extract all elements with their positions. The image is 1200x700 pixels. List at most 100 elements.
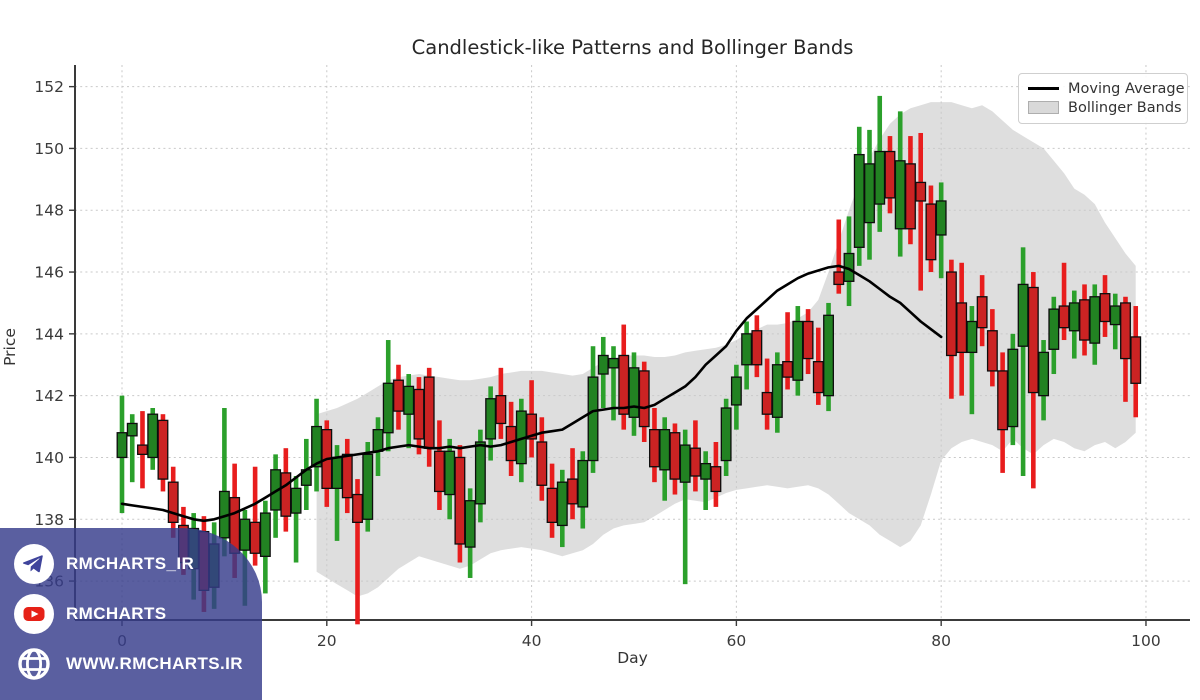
candle-body-up — [741, 333, 753, 366]
candle-wick — [918, 132, 923, 291]
candle-body-down — [413, 388, 425, 440]
candle-body-down — [423, 376, 435, 449]
candle-body-up — [1017, 283, 1029, 347]
candle-wick — [355, 479, 360, 625]
candle-body-down — [782, 361, 794, 378]
watermark-row-youtube: RMCHARTS — [0, 589, 262, 639]
legend-label: Moving Average — [1068, 80, 1185, 97]
y-tick-label: 138 — [34, 511, 64, 529]
candle-body-up — [1109, 305, 1121, 326]
candle-wick — [222, 408, 227, 557]
candle-body-down — [905, 163, 916, 230]
candle-wick — [129, 414, 135, 483]
moving-average-line — [120, 264, 943, 523]
candle-body-up — [362, 453, 374, 520]
candle-body-up — [126, 422, 138, 437]
candle-body-down — [1130, 336, 1142, 384]
y-tick-label: 152 — [34, 78, 64, 96]
candle-body-down — [986, 330, 998, 372]
candle-body-down — [1079, 299, 1090, 341]
candle-body-up — [874, 150, 886, 205]
candle-body-up — [864, 163, 875, 224]
candle-wick — [611, 346, 616, 421]
x-tick-label: 100 — [1131, 632, 1161, 650]
candle-body-up — [823, 314, 834, 397]
candle-body-down — [884, 150, 896, 199]
watermark-row-telegram: RMCHARTS_IR — [0, 539, 262, 589]
candle-body-down — [1058, 305, 1070, 329]
candle-body-up — [935, 200, 947, 236]
candle-body-up — [444, 450, 456, 496]
globe-icon — [14, 644, 54, 684]
candle-body-down — [802, 320, 814, 360]
candle-body-up — [290, 487, 302, 514]
candle-body-down — [1027, 286, 1039, 394]
candle-body-up — [556, 481, 568, 527]
youtube-handle: RMCHARTS — [66, 604, 167, 623]
chart-title: Candlestick-like Patterns and Bollinger … — [411, 36, 854, 59]
candle-body-down — [1120, 302, 1131, 360]
candle-body-up — [485, 398, 497, 440]
candle-body-up — [1048, 308, 1060, 350]
candle-body-down — [567, 478, 578, 505]
candle-body-up — [894, 160, 906, 230]
candle-body-up — [259, 512, 271, 557]
candle-body-up — [771, 364, 783, 418]
candle-body-up — [147, 413, 159, 459]
candle-body-up — [474, 441, 486, 505]
candle-body-down — [751, 330, 763, 366]
candle-wick — [836, 219, 842, 294]
candle-body-down — [526, 413, 538, 440]
y-tick-label: 142 — [34, 387, 64, 405]
y-tick-label: 148 — [34, 202, 64, 220]
telegram-icon — [14, 544, 54, 584]
candle-wick — [1020, 247, 1026, 476]
watermark-banner: RMCHARTS_IR RMCHARTS WWW.RM — [0, 528, 262, 700]
candle-body-up — [730, 376, 742, 406]
candle-body-up — [700, 462, 712, 480]
youtube-icon — [14, 594, 54, 634]
x-tick-label: 20 — [317, 632, 337, 650]
telegram-handle: RMCHARTS_IR — [66, 554, 195, 573]
candle-wick — [785, 312, 790, 390]
candle-body-down — [649, 428, 660, 468]
candle-body-down — [669, 432, 681, 480]
candle-body-up — [464, 500, 476, 548]
candle-body-up — [597, 354, 609, 375]
legend-item-bollinger-bands: Bollinger Bands — [1028, 98, 1182, 117]
candle-body-up — [1068, 302, 1080, 332]
x-tick-label: 80 — [931, 632, 951, 650]
candle-body-down — [925, 203, 937, 261]
candle-body-up — [659, 428, 671, 471]
candle-body-down — [945, 271, 957, 357]
candle-body-down — [536, 441, 548, 486]
candle-body-down — [1099, 293, 1111, 323]
candle-wick — [334, 445, 340, 541]
watermark-row-website: WWW.RMCHARTS.IR — [0, 639, 262, 689]
y-tick-label: 146 — [34, 264, 64, 282]
candle-body-down — [454, 456, 466, 545]
candle-body-up — [372, 428, 384, 452]
candle-body-down — [546, 487, 558, 523]
candle-body-down — [495, 395, 507, 425]
candle-body-up — [116, 432, 128, 459]
candle-body-up — [403, 385, 415, 415]
candle-wick — [252, 466, 258, 566]
candle-body-down — [280, 472, 292, 517]
candle-body-up — [628, 367, 640, 418]
candle-body-up — [853, 153, 865, 248]
y-tick-label: 140 — [34, 449, 64, 467]
candle-body-up — [382, 382, 394, 434]
legend: Moving Average Bollinger Bands — [1018, 73, 1188, 124]
y-tick-label: 144 — [34, 325, 64, 343]
candle-body-down — [352, 493, 363, 523]
moving-average-line-swatch — [1028, 86, 1059, 91]
candle-body-up — [608, 357, 619, 369]
x-tick-label: 60 — [727, 632, 747, 650]
candle-body-up — [577, 459, 589, 508]
candle-body-down — [157, 419, 169, 480]
y-tick-label: 150 — [34, 140, 64, 158]
candle-body-down — [956, 302, 968, 354]
candle-body-down — [976, 296, 988, 329]
